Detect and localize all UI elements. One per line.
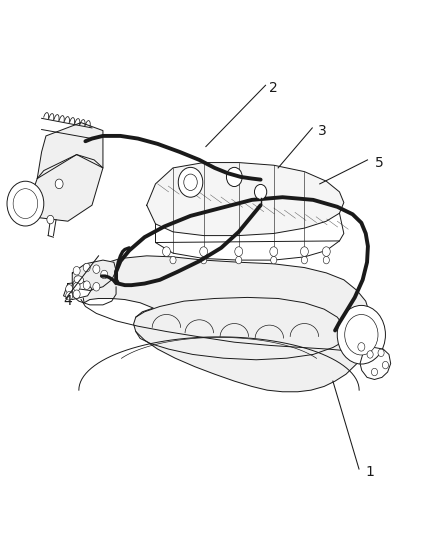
Text: 4: 4 (64, 294, 72, 308)
Circle shape (300, 247, 308, 256)
Circle shape (371, 368, 378, 376)
Circle shape (236, 256, 242, 264)
Polygon shape (147, 163, 344, 236)
Circle shape (101, 270, 108, 279)
Circle shape (358, 343, 365, 351)
Circle shape (93, 265, 100, 273)
Circle shape (345, 314, 378, 355)
Circle shape (367, 351, 373, 358)
Circle shape (200, 247, 208, 256)
Circle shape (322, 247, 330, 256)
Circle shape (301, 256, 307, 264)
Circle shape (73, 290, 80, 298)
Circle shape (93, 282, 100, 291)
Circle shape (83, 263, 90, 272)
Circle shape (66, 285, 73, 293)
Polygon shape (360, 348, 391, 379)
Polygon shape (81, 256, 370, 392)
Circle shape (73, 282, 80, 291)
Polygon shape (24, 155, 103, 221)
Polygon shape (72, 260, 116, 290)
Polygon shape (64, 281, 92, 300)
Circle shape (178, 167, 203, 197)
Ellipse shape (74, 276, 84, 284)
Circle shape (73, 279, 80, 288)
Circle shape (382, 361, 389, 369)
Circle shape (270, 247, 278, 256)
Text: 1: 1 (366, 465, 374, 479)
Circle shape (337, 305, 385, 364)
Circle shape (66, 292, 73, 300)
Circle shape (201, 256, 207, 264)
Circle shape (184, 174, 197, 190)
Circle shape (254, 184, 267, 199)
Circle shape (47, 215, 54, 224)
Circle shape (13, 189, 38, 219)
Circle shape (226, 167, 242, 187)
Circle shape (323, 256, 329, 264)
Circle shape (170, 256, 176, 264)
Circle shape (235, 247, 243, 256)
Circle shape (378, 349, 384, 357)
Text: 2: 2 (269, 81, 278, 95)
Circle shape (7, 181, 44, 226)
Circle shape (162, 247, 170, 256)
Circle shape (271, 256, 277, 264)
Text: 3: 3 (318, 124, 326, 138)
Polygon shape (37, 123, 103, 179)
Circle shape (73, 266, 80, 275)
Circle shape (55, 179, 63, 189)
Text: 5: 5 (374, 156, 383, 169)
Circle shape (83, 281, 90, 289)
